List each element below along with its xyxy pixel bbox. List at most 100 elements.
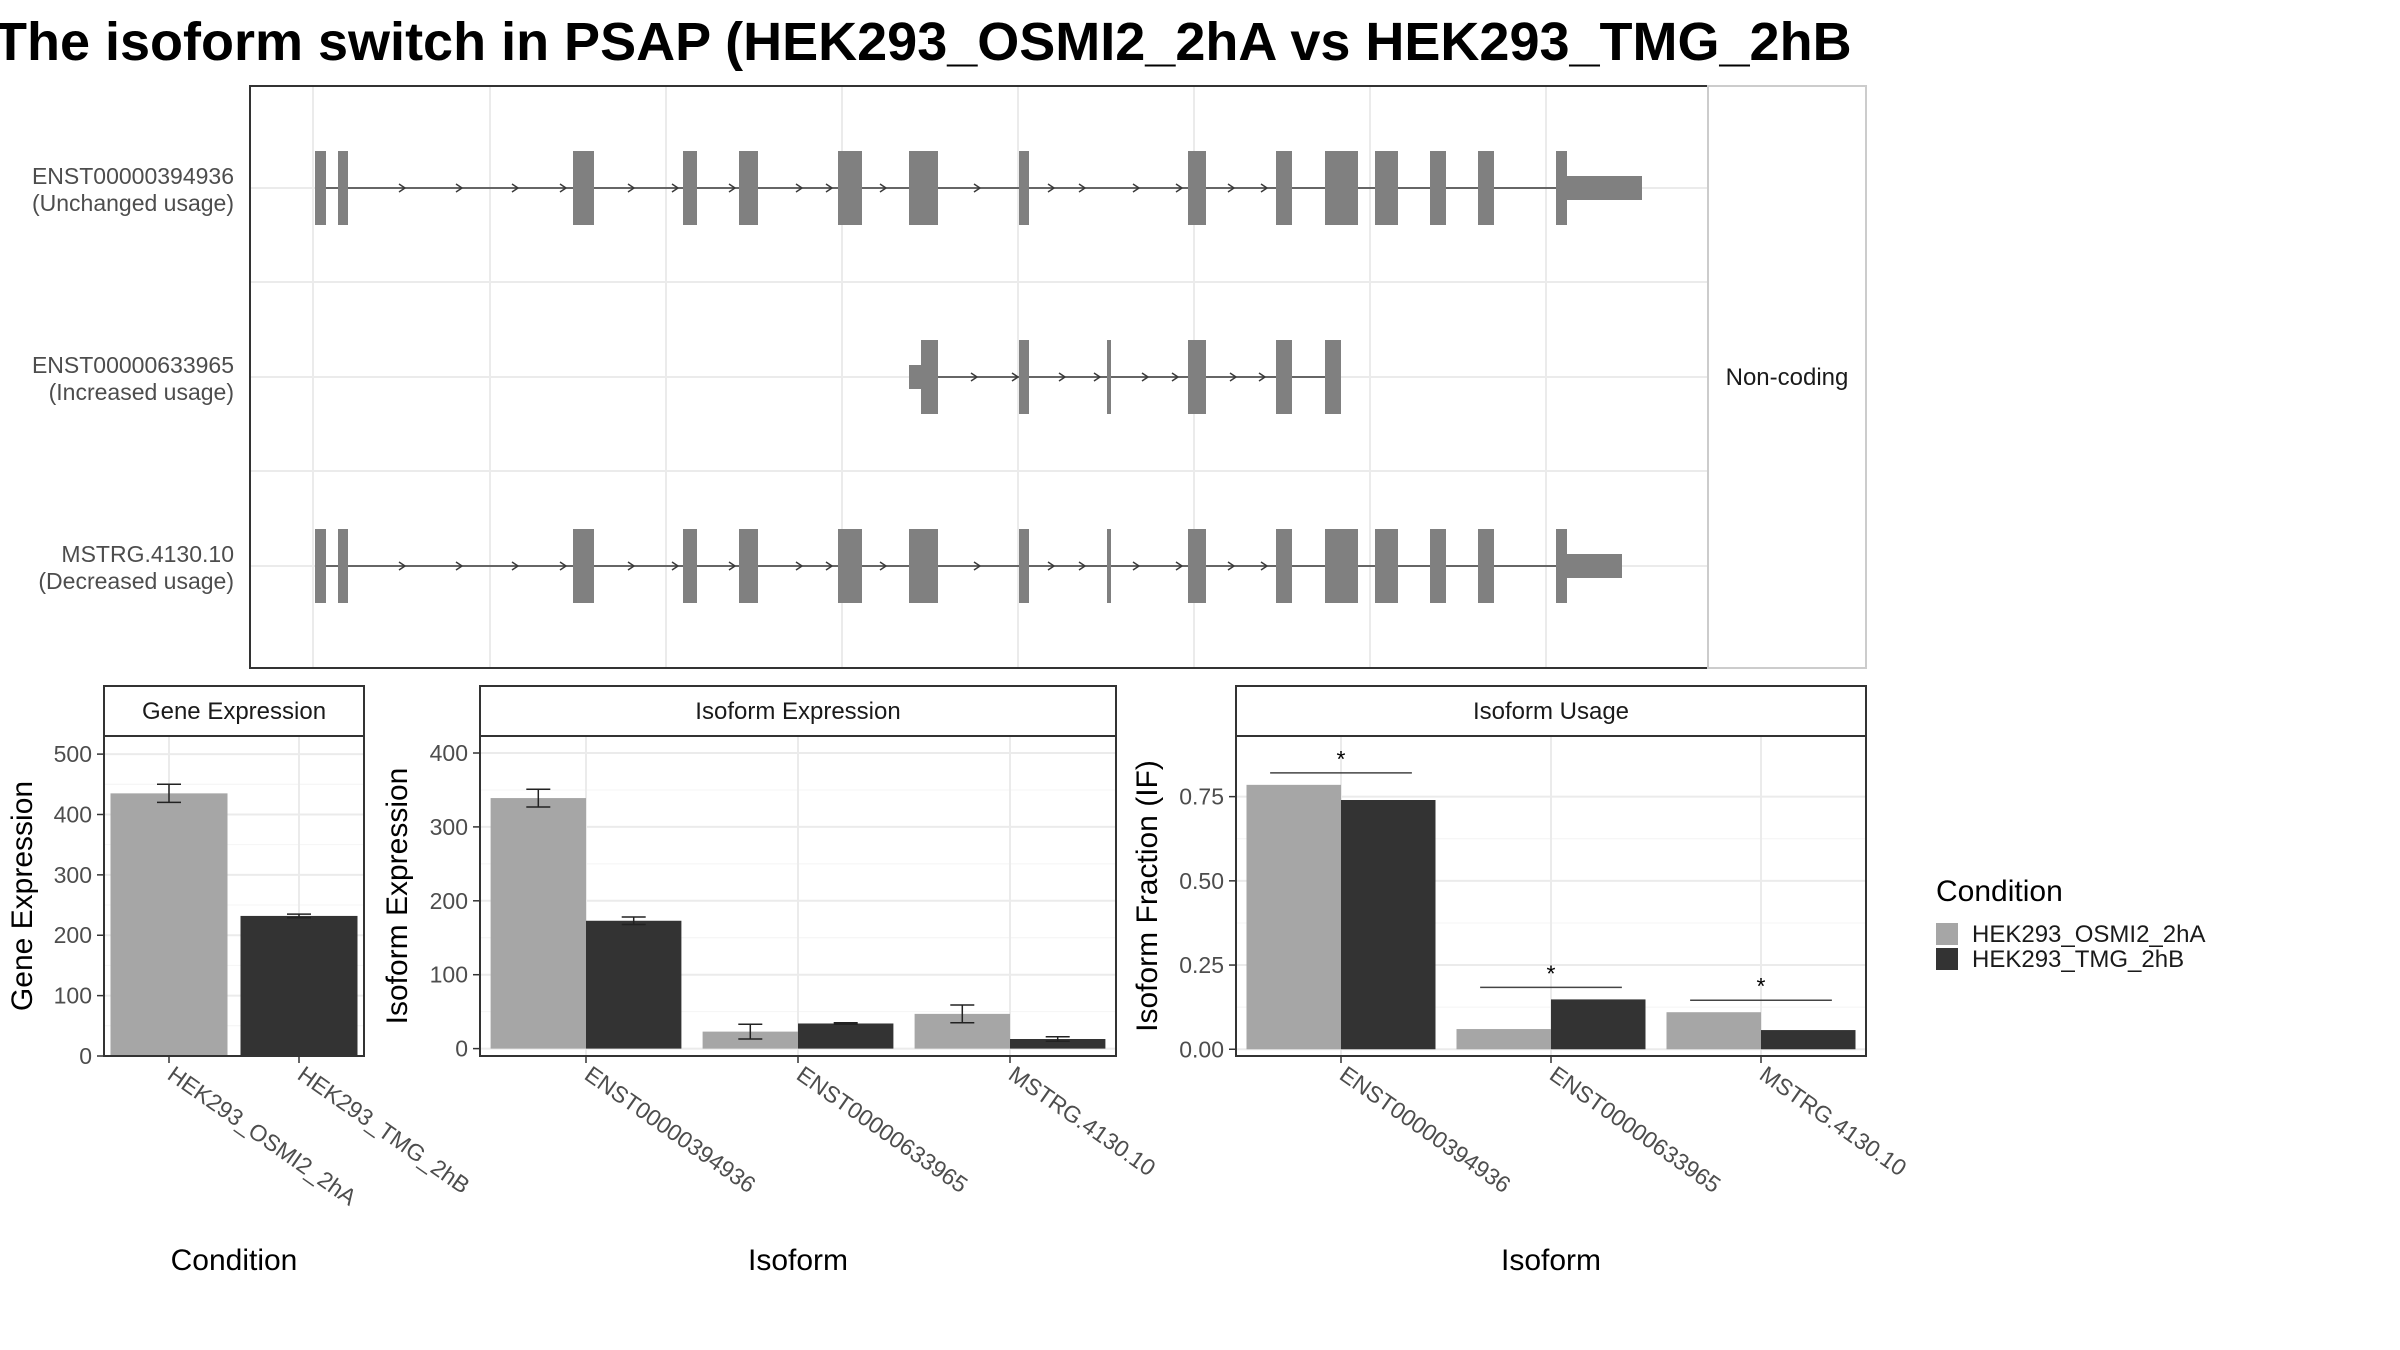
isoform_usage-bar-0-2 [1666, 1012, 1761, 1050]
intron-arrow-0-11 [1047, 183, 1056, 193]
intron-arrow-0-10 [973, 183, 982, 193]
gene_expression-ytick-label-0: 0 [79, 1043, 92, 1069]
intron-arrow-2-7 [795, 561, 804, 571]
exon-2-5 [838, 529, 862, 603]
intron-arrow-0-5 [671, 183, 680, 193]
intron-arrow-2-8 [825, 561, 834, 571]
isoform_usage-sig-star-1: * [1547, 960, 1556, 986]
isoform_expression-errorbar-0-1 [738, 1023, 763, 1040]
intron-arrow-2-4 [627, 561, 636, 571]
intron-arrow-0-0 [398, 183, 407, 193]
intron-arrow-2-3 [559, 561, 568, 571]
gene_expression-panel-border [103, 735, 365, 1057]
structure-side-strip [1707, 85, 1867, 669]
isoform-usage-label-0: (Unchanged usage) [32, 190, 234, 216]
isoform_expression-bar-0-0 [490, 798, 586, 1049]
intron-arrow-1-4 [1141, 372, 1150, 382]
gene_expression-errorbar-1 [287, 913, 311, 919]
exon-0-5 [838, 151, 862, 225]
intron-arrow-2-10 [973, 561, 982, 571]
exon-2-1 [338, 529, 348, 603]
isoform_expression-ytick-label-1: 100 [430, 962, 468, 988]
isoform_usage-sig-star-2: * [1757, 973, 1766, 999]
intron-arrow-1-6 [1229, 372, 1238, 382]
intron-arrow-2-12 [1078, 561, 1087, 571]
isoform-label-2: MSTRG.4130.10 [61, 541, 234, 567]
isoform_usage-ytick-label-2: 0.50 [1179, 868, 1224, 894]
isoform_expression-xtick-label-0: ENST00000394936 [580, 1061, 760, 1198]
isoform_usage-ytick-label-0: 0.00 [1179, 1036, 1224, 1062]
legend-title: Condition [1936, 875, 2063, 908]
exon-0-7 [1019, 151, 1029, 225]
isoform_usage-strip-label: Isoform Usage [1473, 698, 1629, 725]
isoform_expression-xtick-label-1: ENST00000633965 [792, 1061, 972, 1198]
gene_expression-ytick-label-2: 200 [54, 922, 92, 948]
exon-2-12 [1430, 529, 1446, 603]
isoform_usage-xtick-label-1: ENST00000633965 [1545, 1061, 1725, 1198]
isoform_expression-strip-label: Isoform Expression [695, 698, 900, 725]
exon-2-16 [315, 554, 326, 578]
exon-1-1 [921, 340, 938, 414]
isoform-usage-label-2: (Decreased usage) [38, 568, 234, 594]
legend: Condition HEK293_OSMI2_2hA HEK293_TMG_2h… [1936, 875, 2205, 973]
exon-2-2 [573, 529, 594, 603]
isoform_usage-ytick-label-1: 0.25 [1179, 952, 1224, 978]
exon-1-5 [1276, 340, 1292, 414]
intron-arrow-0-15 [1227, 183, 1236, 193]
isoform-label-0: ENST00000394936 [32, 163, 234, 189]
intron-arrow-0-16 [1260, 183, 1269, 193]
legend-label-osmi2: HEK293_OSMI2_2hA [1972, 921, 2205, 948]
gene_expression-ytick-label-3: 300 [54, 862, 92, 888]
chart-title: The isoform switch in PSAP (HEK293_OSMI2… [0, 12, 1852, 72]
isoform_expression-ytick-label-2: 200 [430, 888, 468, 914]
isoform_usage-bar-0-0 [1246, 784, 1341, 1050]
exon-2-6 [909, 529, 938, 603]
exon-0-6 [909, 151, 938, 225]
exon-0-14 [1556, 151, 1567, 225]
isoform_usage-bar-1-2 [1761, 1030, 1856, 1050]
intron-arrow-2-15 [1227, 561, 1236, 571]
intron-arrow-2-5 [671, 561, 680, 571]
intron-arrow-0-3 [559, 183, 568, 193]
intron-arrow-2-1 [455, 561, 464, 571]
intron-arrow-1-7 [1258, 372, 1267, 382]
exon-0-10 [1325, 151, 1358, 225]
isoform_expression-errorbar-1-1 [833, 1021, 858, 1025]
gene_expression-bar-0 [110, 793, 228, 1056]
intron-arrow-2-9 [879, 561, 888, 571]
gene_expression-strip-label: Gene Expression [142, 698, 326, 725]
exon-0-4 [739, 151, 758, 225]
intron-arrow-1-0 [970, 372, 979, 382]
exon-0-13 [1478, 151, 1494, 225]
isoform_usage-strip [1235, 685, 1867, 737]
gene_expression-bar-1 [240, 915, 358, 1056]
bar-panels: Gene Expression0100200300400500HEK293_OS… [6, 685, 1911, 1277]
intron-arrow-0-1 [455, 183, 464, 193]
exon-2-4 [739, 529, 758, 603]
exon-0-16 [1567, 176, 1642, 200]
intron-arrow-1-2 [1058, 372, 1067, 382]
isoform_expression-bar-1-0 [586, 920, 682, 1049]
isoform_expression-strip [479, 685, 1117, 737]
intron-arrow-2-11 [1047, 561, 1056, 571]
exon-0-9 [1276, 151, 1292, 225]
intron-arrow-0-4 [627, 183, 636, 193]
isoform_expression-ytick-label-3: 300 [430, 814, 468, 840]
legend-label-tmg: HEK293_TMG_2hB [1972, 946, 2184, 973]
isoform_expression-xtick-label-2: MSTRG.4130.10 [1004, 1061, 1160, 1181]
isoform_expression-x-axis-title: Isoform [748, 1244, 848, 1277]
isoform_expression-errorbar-1-2 [1045, 1036, 1070, 1042]
intron-arrow-2-14 [1175, 561, 1184, 571]
intron-arrow-2-2 [511, 561, 520, 571]
isoform-usage-label-1: (Increased usage) [49, 379, 234, 405]
intron-arrow-0-6 [728, 183, 737, 193]
isoform_expression-errorbar-0-2 [950, 1004, 975, 1024]
isoform_usage-bar-1-0 [1341, 800, 1436, 1050]
legend-key-tmg [1936, 948, 1958, 970]
isoform_usage-y-axis-title: Isoform Fraction (IF) [1131, 760, 1164, 1032]
isoform_usage-sig-star-0: * [1337, 746, 1346, 772]
exon-2-10 [1325, 529, 1358, 603]
exon-0-12 [1430, 151, 1446, 225]
isoform_expression-errorbar-1-0 [621, 916, 646, 926]
